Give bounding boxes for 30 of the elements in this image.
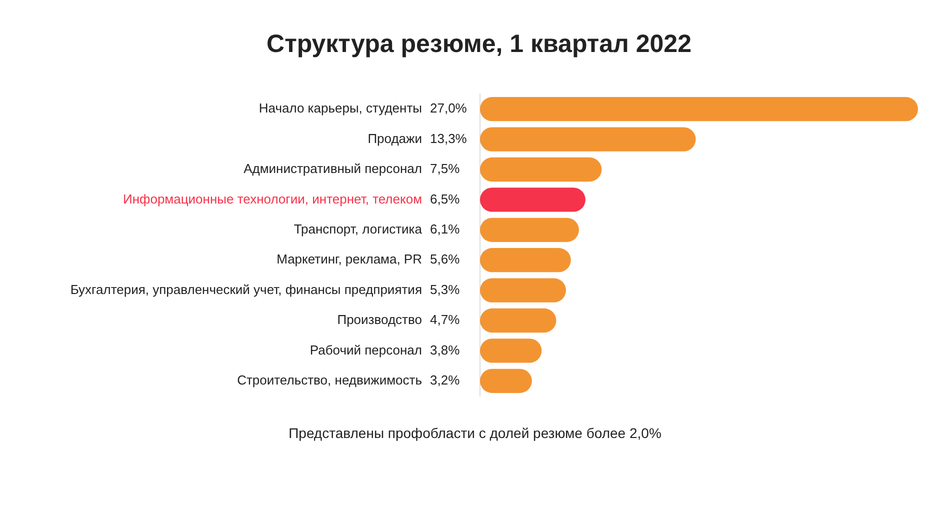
chart-title: Структура резюме, 1 квартал 2022 <box>266 30 692 58</box>
y-tick-label: Маркетинг, реклама, PR <box>276 252 422 267</box>
bar <box>480 278 566 302</box>
y-tick-label: Административный персонал <box>244 161 422 176</box>
bar <box>480 127 696 152</box>
y-tick-label: Транспорт, логистика <box>294 221 423 236</box>
y-tick-label: Производство <box>337 312 422 328</box>
data-label: 27,0% <box>430 100 468 116</box>
y-tick-label: Строительство, недвижимость <box>237 372 422 388</box>
y-tick-label: Продажи <box>368 130 422 146</box>
y-tick-label: Информационные технологии, интернет, телеком <box>123 191 422 206</box>
data-label: 3,8% <box>430 342 460 358</box>
y-tick-label: Бухгалтерия, управленческий учет, финансы предприятия <box>70 282 422 297</box>
data-label: 5,6% <box>430 252 460 267</box>
data-label: 6,1% <box>430 221 460 236</box>
y-tick-label: Начало карьеры, студенты <box>258 100 422 116</box>
bar <box>480 248 571 272</box>
data-label: 6,5% <box>430 191 460 206</box>
y-tick-label: Рабочий персонал <box>310 342 422 358</box>
data-label: 4,7% <box>430 312 460 328</box>
bar <box>480 218 579 242</box>
data-label: 13,3% <box>430 130 468 146</box>
data-label: 7,5% <box>430 161 460 176</box>
bar <box>480 188 586 212</box>
data-label: 5,3% <box>430 282 460 297</box>
bar <box>480 97 918 122</box>
data-label: 3,2% <box>430 372 460 388</box>
text: Представлены профобласти с долей резюме более 2,0% <box>288 424 662 441</box>
bar <box>480 157 602 182</box>
bar <box>480 308 556 333</box>
